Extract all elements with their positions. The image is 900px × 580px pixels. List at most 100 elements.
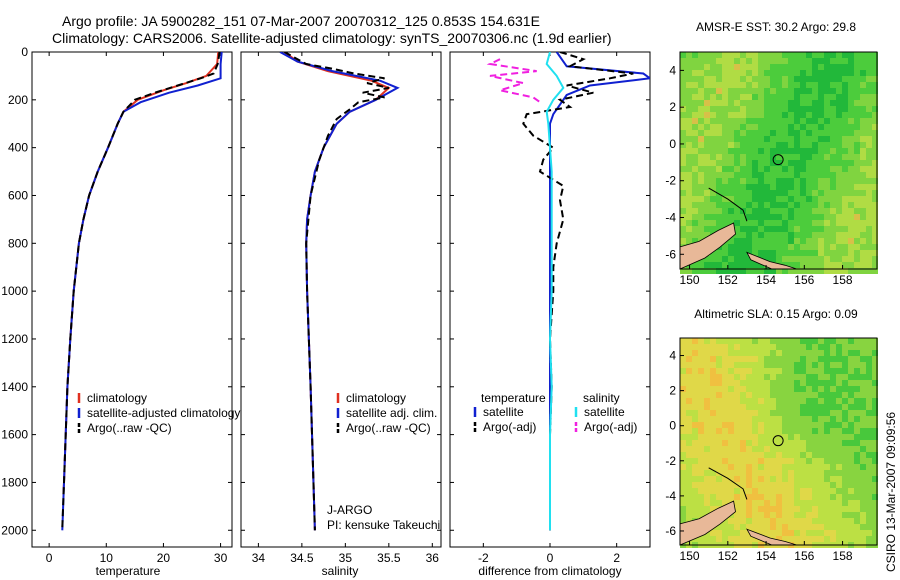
sla-map-cell xyxy=(770,380,776,386)
sst-map-cell xyxy=(728,124,734,130)
sst-map-cell xyxy=(680,58,686,64)
sla-map-cell xyxy=(818,344,824,350)
temperature-xtick-label: 20 xyxy=(157,551,171,565)
sst-map-cell xyxy=(770,76,776,82)
sst-map-cell xyxy=(872,88,878,94)
sla-map-cell xyxy=(848,386,854,392)
sla-map-cell xyxy=(794,404,800,410)
sst-map-cell xyxy=(686,226,692,232)
sst-map-cell xyxy=(776,166,782,172)
sst-map-cell xyxy=(860,172,866,178)
sst-map-cell xyxy=(746,100,752,106)
sst-map-cell xyxy=(818,244,824,250)
sst-map-cell xyxy=(818,202,824,208)
sst-map-cell xyxy=(848,178,854,184)
sst-map-cell xyxy=(782,196,788,202)
sla-map-cell xyxy=(776,518,782,524)
sla-map-cell xyxy=(722,536,728,542)
sla-map-cell xyxy=(860,530,866,536)
sst-map-cell xyxy=(872,64,878,70)
sla-map-cell xyxy=(728,488,734,494)
sst-map-cell xyxy=(770,124,776,130)
sla-map-cell xyxy=(860,500,866,506)
sst-map-cell xyxy=(848,190,854,196)
sla-map-cell xyxy=(776,482,782,488)
sst-map-cell xyxy=(818,58,824,64)
sla-map-cell xyxy=(710,428,716,434)
sst-map-cell xyxy=(872,148,878,154)
sla-map-cell xyxy=(716,380,722,386)
sst-map-cell xyxy=(824,172,830,178)
sst-map-cell xyxy=(686,136,692,142)
sst-map-cell xyxy=(830,232,836,238)
sla-map-cell xyxy=(776,404,782,410)
sla-map-cell xyxy=(686,476,692,482)
sla-map-cell xyxy=(842,476,848,482)
sla-map-cell xyxy=(740,356,746,362)
sla-map-cell xyxy=(680,470,686,476)
sla-map-cell xyxy=(770,434,776,440)
sla-map-cell xyxy=(866,536,872,542)
sla-map-cell xyxy=(686,380,692,386)
sst-map-cell xyxy=(788,130,794,136)
sst-map-cell xyxy=(680,208,686,214)
sla-map-cell xyxy=(692,410,698,416)
sla-map-cell xyxy=(842,362,848,368)
sst-map-cell xyxy=(788,52,794,58)
sla-map-cell xyxy=(698,476,704,482)
sla-map-cell xyxy=(692,506,698,512)
sla-map-cell xyxy=(692,452,698,458)
sst-map-cell xyxy=(728,262,734,268)
sst-map-cell xyxy=(824,148,830,154)
sla-map-cell xyxy=(830,374,836,380)
sla-map-cell xyxy=(698,506,704,512)
sla-map-cell xyxy=(824,386,830,392)
sla-map-cell xyxy=(782,386,788,392)
sst-map-cell xyxy=(710,112,716,118)
sst-map-cell xyxy=(824,190,830,196)
sst-map-cell xyxy=(740,238,746,244)
sst-map-cell xyxy=(716,172,722,178)
sst-map-cell xyxy=(734,250,740,256)
sla-map-cell xyxy=(800,392,806,398)
sst-map-cell xyxy=(752,184,758,190)
sla-map-cell xyxy=(698,392,704,398)
sla-map-cell xyxy=(746,446,752,452)
sst-map-cell xyxy=(800,256,806,262)
sst-map-cell xyxy=(752,118,758,124)
sst-map-cell xyxy=(740,178,746,184)
sla-map-cell xyxy=(692,500,698,506)
sst-map-cell xyxy=(716,256,722,262)
sst-map-cell xyxy=(698,184,704,190)
sla-map-cell xyxy=(824,482,830,488)
sst-map-cell xyxy=(758,100,764,106)
sst-map-cell xyxy=(752,148,758,154)
sla-map-cell xyxy=(752,470,758,476)
sla-map-cell xyxy=(770,410,776,416)
sla-map-cell xyxy=(698,362,704,368)
sla-map-cell xyxy=(860,482,866,488)
sst-map-cell xyxy=(692,112,698,118)
sla-map-cell xyxy=(776,380,782,386)
sst-map-cell xyxy=(866,220,872,226)
sla-map-cell xyxy=(680,404,686,410)
sst-map-cell xyxy=(836,64,842,70)
sla-map-cell xyxy=(848,458,854,464)
sla-map-cell xyxy=(752,386,758,392)
sst-map-cell xyxy=(776,208,782,214)
sla-map-cell xyxy=(842,338,848,344)
sst-map-cell xyxy=(800,214,806,220)
sst-map-cell xyxy=(848,202,854,208)
sla-map-cell xyxy=(842,398,848,404)
sla-map-cell xyxy=(758,344,764,350)
sla-map-cell xyxy=(818,434,824,440)
sst-map-cell xyxy=(740,226,746,232)
sla-map-cell xyxy=(818,464,824,470)
sst-map-cell xyxy=(752,94,758,100)
sst-map-cell xyxy=(806,178,812,184)
sla-map-cell xyxy=(872,464,878,470)
sst-map-cell xyxy=(728,220,734,226)
sla-map-cell xyxy=(740,422,746,428)
sla-map-cell xyxy=(740,386,746,392)
sla-map-cell xyxy=(698,374,704,380)
